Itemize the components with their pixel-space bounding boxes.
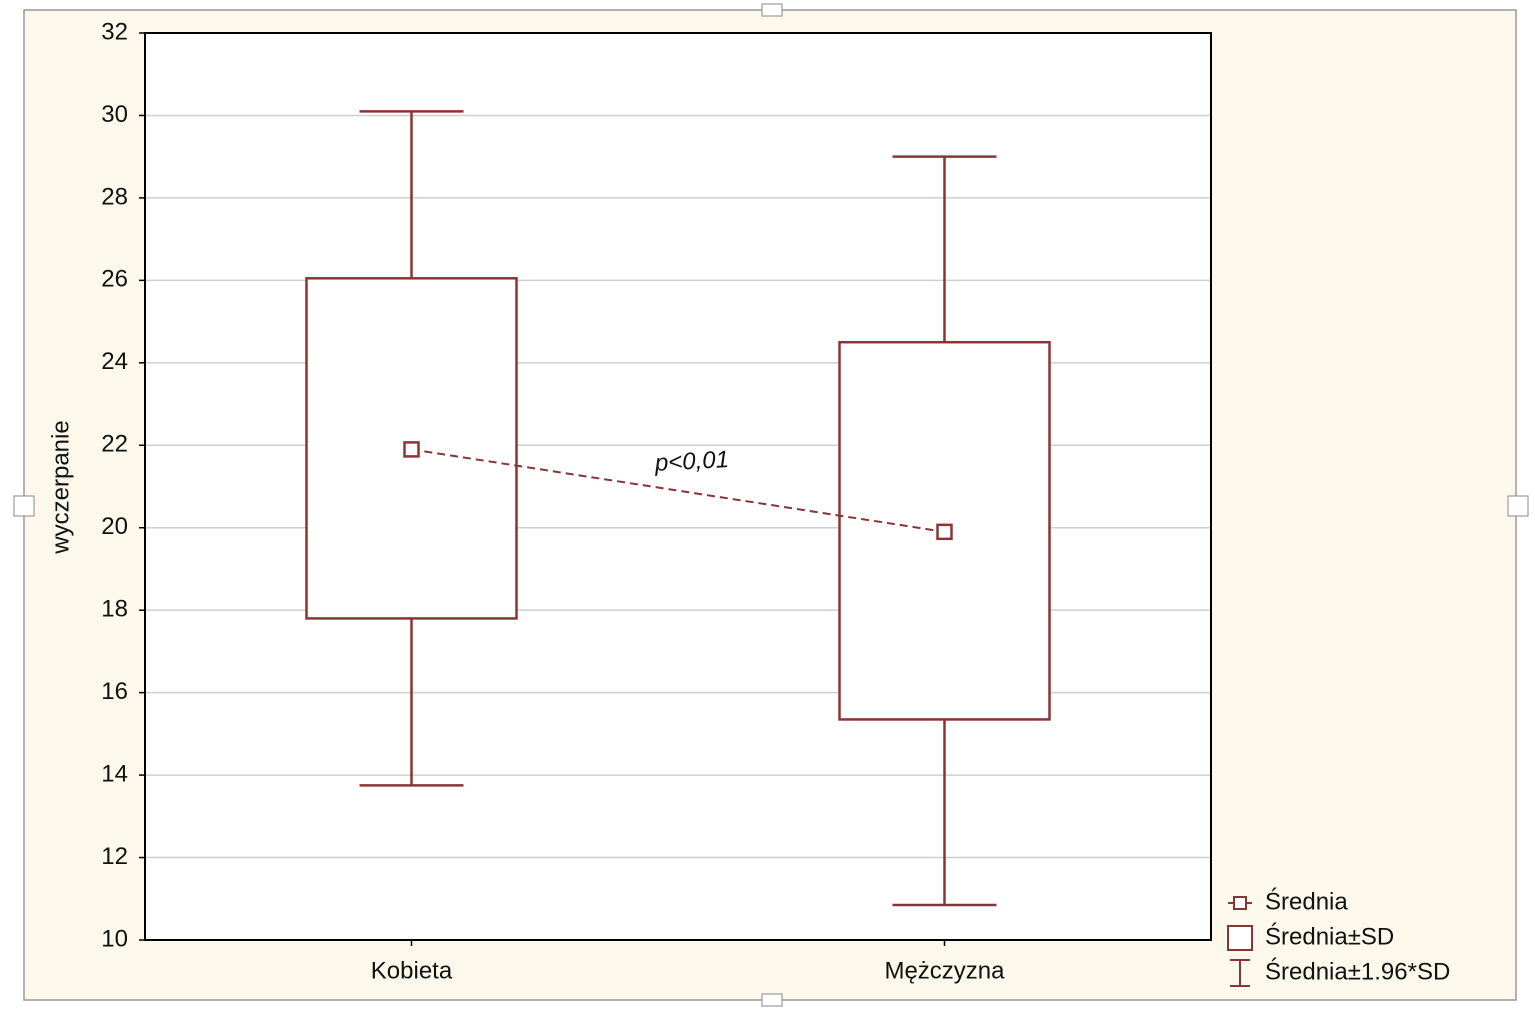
x-tick-label: Mężczyzna (884, 957, 1005, 984)
handle (761, 3, 783, 17)
y-tick-label: 24 (101, 348, 128, 375)
handle (1507, 495, 1529, 517)
legend-box (1227, 925, 1253, 951)
handle (13, 495, 35, 517)
y-tick-label: 16 (101, 678, 128, 705)
legend-whisker (1230, 959, 1250, 987)
mean-marker (936, 523, 953, 541)
y-tick-label: 26 (101, 266, 128, 293)
legend-label: Średnia±1.96*SD (1265, 957, 1450, 985)
y-tick-label: 30 (101, 101, 128, 128)
y-tick-label: 20 (101, 513, 128, 540)
legend-label: Średnia (1265, 887, 1348, 915)
y-axis-label: wyczerpanie (47, 420, 74, 554)
y-tick-label: 14 (101, 760, 128, 787)
y-tick-label: 10 (101, 925, 128, 952)
y-tick-label: 12 (101, 843, 128, 870)
y-tick-label: 28 (101, 183, 128, 210)
legend-mean-marker (1233, 896, 1247, 910)
mean-line (411, 448, 945, 533)
legend-label: Średnia±SD (1265, 922, 1394, 950)
plot-border (144, 32, 1212, 941)
x-tick-label: Kobieta (371, 957, 453, 984)
y-tick-label: 22 (101, 431, 128, 458)
plot-area (145, 33, 1211, 940)
annotation: p<0,01 (653, 446, 729, 477)
y-tick-label: 18 (101, 596, 128, 623)
y-tick-label: 32 (101, 18, 128, 45)
mean-marker (403, 441, 420, 458)
handle (761, 993, 783, 1007)
